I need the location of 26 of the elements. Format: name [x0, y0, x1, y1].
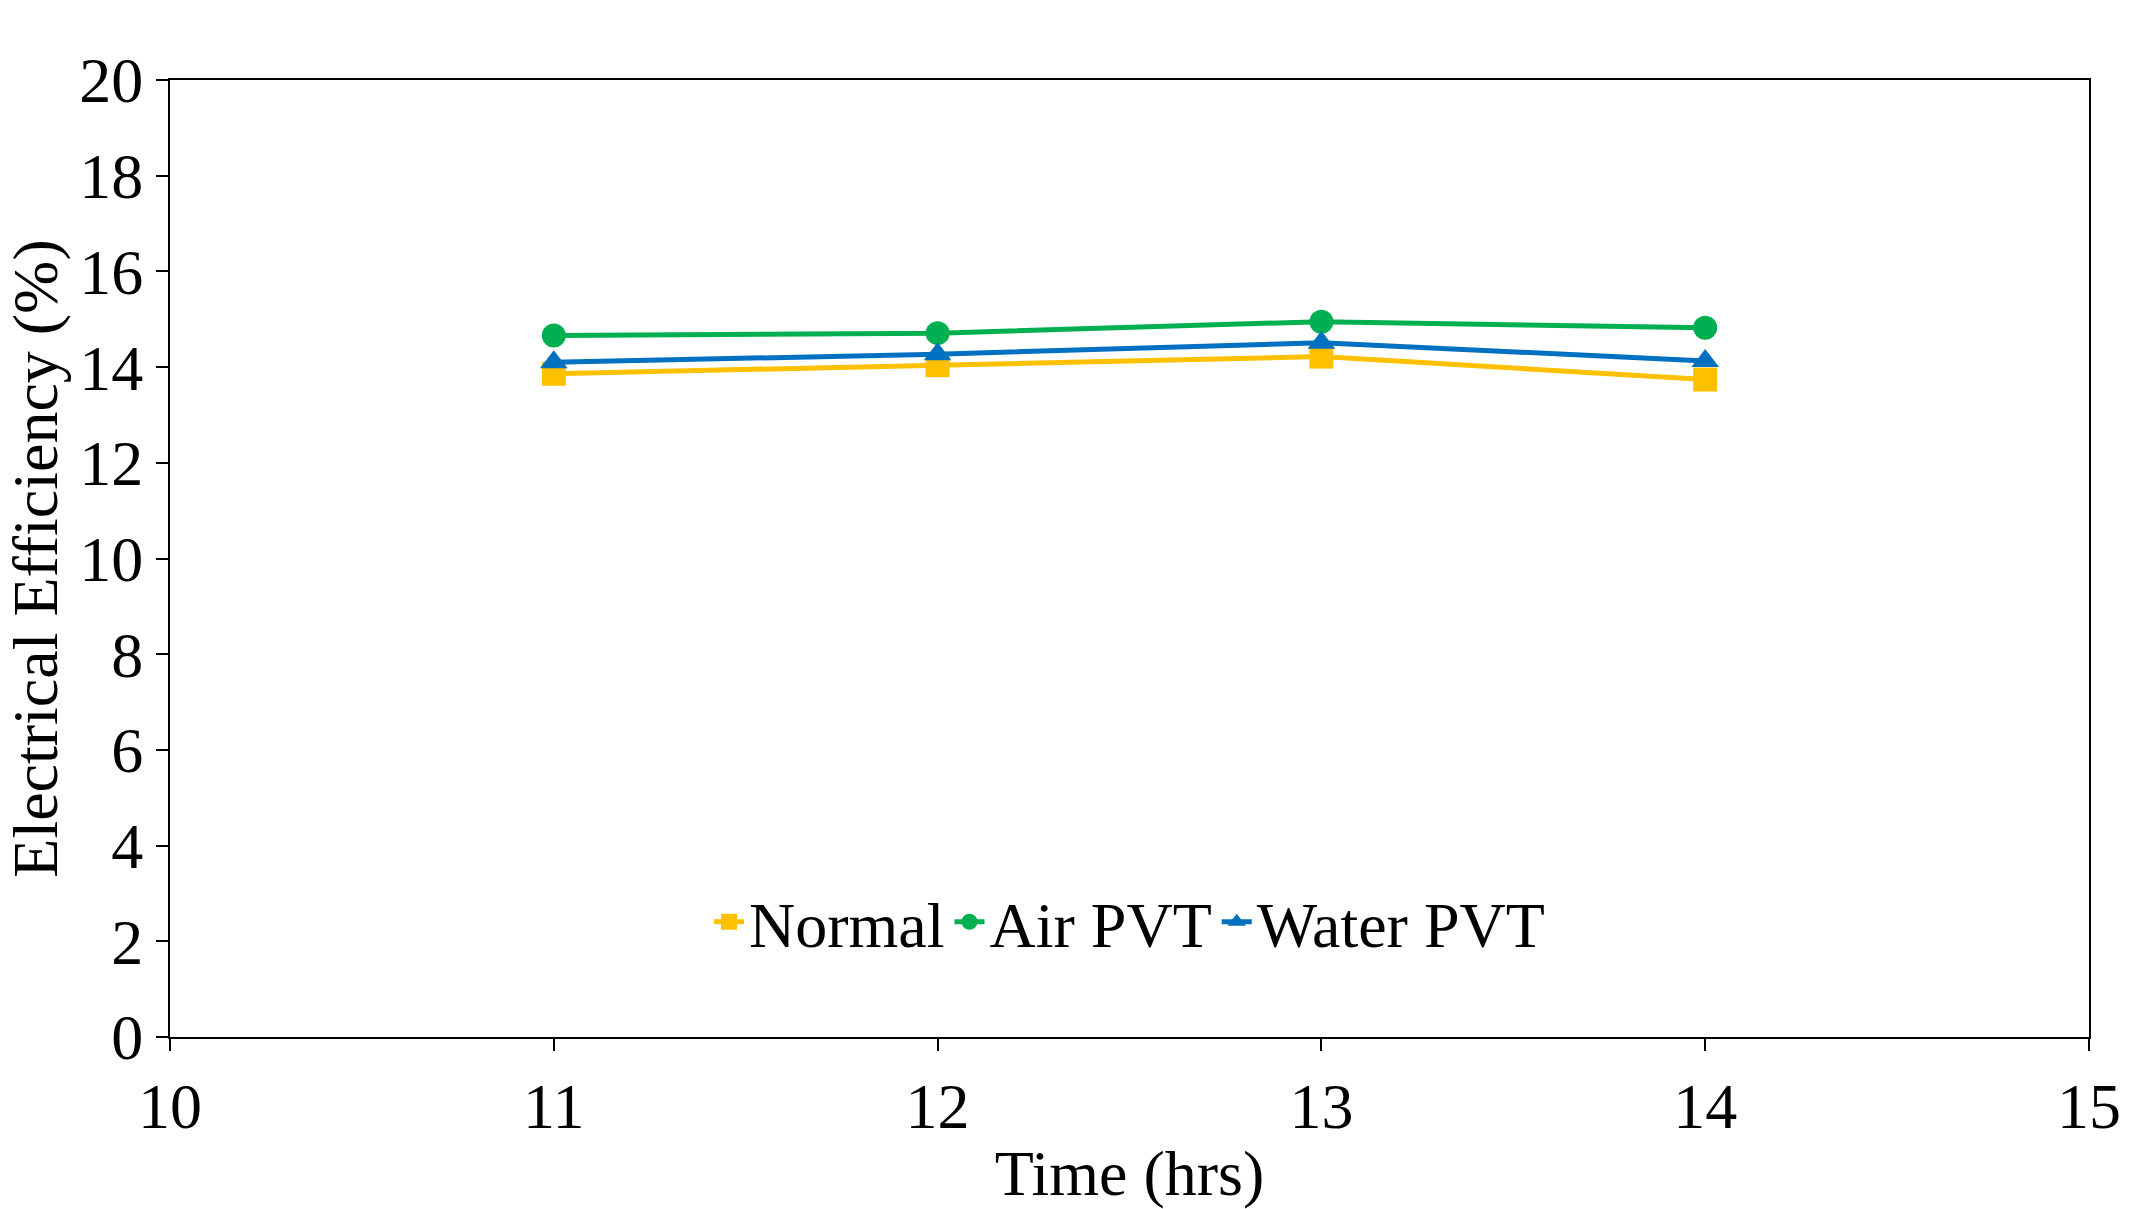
- point: [541, 323, 566, 348]
- legend-label: Water PVT: [1256, 889, 1545, 961]
- legend-label: Air PVT: [989, 889, 1212, 961]
- point: [1693, 367, 1718, 392]
- y-tick-label: 20: [79, 45, 144, 117]
- x-tick-label: 14: [1673, 1070, 1738, 1142]
- x-tick-label: 15: [2057, 1070, 2121, 1142]
- y-tick-label: 16: [79, 236, 144, 308]
- y-tick-label: 14: [79, 332, 144, 404]
- y-tick-label: 2: [111, 906, 144, 978]
- x-tick-label: 11: [522, 1070, 585, 1142]
- y-tick-label: 10: [79, 523, 144, 595]
- y-tick-label: 12: [79, 428, 144, 500]
- x-axis-title: Time (hrs): [994, 1138, 1265, 1209]
- point: [925, 321, 950, 346]
- x-tick-label: 13: [1289, 1070, 1354, 1142]
- y-axis-title: Electrical Efficiency (%): [0, 239, 71, 878]
- y-tick-label: 6: [111, 715, 144, 787]
- point: [1693, 315, 1718, 340]
- y-tick-label: 8: [111, 619, 144, 691]
- x-tick-label: 12: [905, 1070, 970, 1142]
- y-tick-label: 18: [79, 141, 144, 213]
- legend-label: Normal: [749, 889, 945, 961]
- point: [1309, 309, 1334, 334]
- y-tick-label: 0: [111, 1002, 144, 1074]
- y-tick-label: 4: [111, 811, 144, 882]
